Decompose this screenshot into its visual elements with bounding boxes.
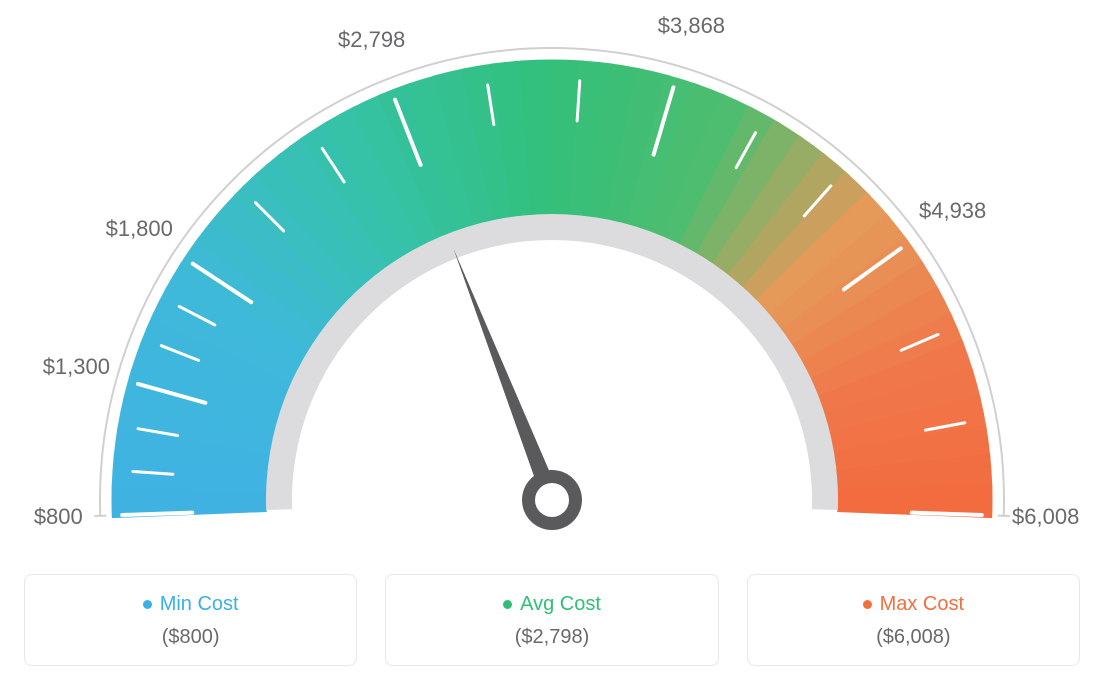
legend-value-min: ($800) (35, 626, 346, 649)
gauge-tick-label: $2,798 (338, 27, 405, 53)
legend-label-max: Max Cost (880, 593, 964, 616)
gauge-tick-label: $3,868 (658, 13, 725, 39)
legend-row: Min Cost ($800) Avg Cost ($2,798) Max Co… (24, 574, 1080, 666)
gauge-tick-label: $1,800 (106, 216, 173, 242)
legend-value-max: ($6,008) (758, 626, 1069, 649)
gauge-svg (0, 0, 1104, 560)
legend-dot-avg (503, 600, 512, 609)
legend-title-min: Min Cost (143, 593, 239, 616)
legend-label-min: Min Cost (160, 593, 239, 616)
legend-value-avg: ($2,798) (396, 626, 707, 649)
gauge-tick-label: $4,938 (919, 198, 986, 224)
gauge-tick-label: $800 (34, 504, 83, 530)
legend-label-avg: Avg Cost (520, 593, 601, 616)
legend-card-max: Max Cost ($6,008) (747, 574, 1080, 666)
legend-dot-min (143, 600, 152, 609)
legend-card-avg: Avg Cost ($2,798) (385, 574, 718, 666)
legend-dot-max (863, 600, 872, 609)
gauge-tick-label: $6,008 (1012, 504, 1079, 530)
gauge-tick-label: $1,300 (43, 354, 110, 380)
legend-title-avg: Avg Cost (503, 593, 601, 616)
cost-gauge: $800 $1,300 $1,800 $2,798 $3,868 $4,938 $6,008 (0, 0, 1104, 560)
legend-title-max: Max Cost (863, 593, 964, 616)
legend-card-min: Min Cost ($800) (24, 574, 357, 666)
